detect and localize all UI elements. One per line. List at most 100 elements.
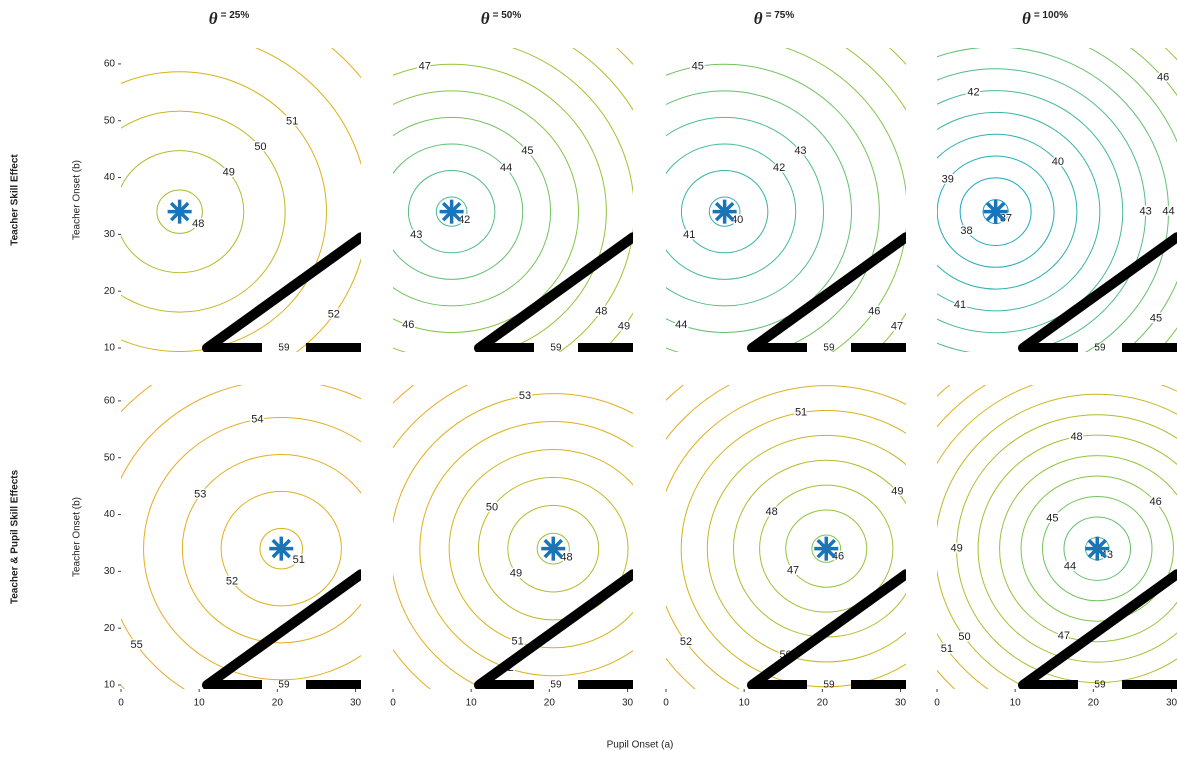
contour-line	[959, 177, 1032, 246]
contour-line	[1164, 48, 1177, 61]
contour-line	[811, 534, 842, 563]
y-axis-label: Teacher Onset (b)	[72, 497, 83, 577]
column-title-text: = 50%	[493, 10, 522, 21]
boundary-diagonal	[201, 232, 361, 352]
boundary-diagonal	[1017, 569, 1177, 689]
contour-label: 47	[1058, 630, 1070, 642]
row-label: Teacher & Pupil Skill Effects	[10, 469, 21, 604]
y-tick-label: 10	[104, 680, 116, 691]
x-tick-label: 10	[194, 698, 206, 709]
column-title-text: = 75%	[766, 10, 795, 21]
x-axis-label: Pupil Onset (a)	[607, 740, 674, 751]
optimum-marker	[814, 536, 839, 561]
optimum-marker	[983, 199, 1008, 224]
contour-line	[407, 169, 496, 254]
theta-symbol: θ	[754, 9, 763, 28]
contour-line	[448, 449, 633, 649]
contour-line	[143, 417, 361, 681]
contour-label: 49	[950, 543, 962, 555]
contour-label: 48	[192, 218, 204, 230]
contour-line	[1042, 495, 1153, 602]
contour-line	[393, 90, 579, 333]
contour-label: 46	[1157, 72, 1169, 84]
contour-line	[680, 169, 769, 254]
y-tick-label: 60	[104, 59, 116, 70]
y-tick-label: 30	[104, 566, 116, 577]
contour-label: 48	[595, 305, 607, 317]
y-tick-label: 20	[104, 623, 116, 634]
boundary-label: 59	[278, 343, 290, 354]
contour-line	[785, 509, 868, 588]
contour-label: 37	[1000, 212, 1012, 224]
x-tick-label: 30	[1166, 698, 1177, 709]
contour-line	[156, 189, 203, 234]
y-tick-label: 50	[104, 115, 116, 126]
boundary-diagonal	[746, 569, 906, 689]
y-tick-label: 60	[104, 396, 116, 407]
boundary-diagonal	[201, 569, 361, 689]
contour-label: 46	[1150, 496, 1162, 508]
optimum-marker	[1085, 536, 1110, 561]
contour-line	[507, 504, 600, 593]
x-tick-label: 0	[663, 698, 669, 709]
theta-symbol: θ	[209, 9, 218, 28]
contour-label: 51	[293, 554, 305, 566]
contour-line	[666, 385, 906, 689]
x-tick-label: 20	[544, 698, 556, 709]
contour-line	[220, 490, 342, 607]
contour-label: 47	[787, 565, 799, 577]
boundary-diagonal	[473, 232, 633, 352]
panel: 48495051525359	[393, 385, 633, 689]
contour-line	[937, 133, 1078, 290]
row-label: Teacher Skill Effect	[10, 154, 21, 246]
contour-label: 49	[891, 486, 903, 498]
column-title: θ = 50%	[481, 9, 522, 28]
contour-label: 51	[941, 643, 953, 655]
column-title: θ = 100%	[1022, 9, 1068, 28]
x-tick-label: 10	[739, 698, 751, 709]
y-axis-label: Teacher Onset (b)	[72, 160, 83, 240]
y-tick-label: 20	[104, 286, 116, 297]
contour-label: 40	[1052, 156, 1064, 168]
contour-label: 38	[960, 225, 972, 237]
y-tick-label: 40	[104, 509, 116, 520]
contour-line	[1063, 516, 1132, 581]
contour-line	[937, 111, 1101, 312]
x-tick-label: 20	[817, 698, 829, 709]
contour-label: 42	[458, 214, 470, 226]
contour-line	[121, 150, 245, 274]
contour-label: 49	[618, 321, 630, 333]
contour-label: 44	[1162, 206, 1174, 218]
contour-label: 40	[731, 214, 743, 226]
contour-label: 49	[510, 567, 522, 579]
column-title-text: = 25%	[221, 10, 250, 21]
panel: 4647484950515259	[666, 385, 906, 691]
contour-label: 42	[773, 162, 785, 174]
boundary-label: 59	[550, 343, 562, 354]
contour-label: 51	[286, 116, 298, 128]
x-tick-label: 30	[350, 698, 362, 709]
contour-line	[977, 434, 1177, 663]
contour-line	[393, 393, 633, 689]
contour-label: 46	[402, 319, 414, 331]
contour-label: 45	[1150, 313, 1162, 325]
contour-label: 45	[692, 60, 704, 72]
contour-label: 49	[223, 166, 235, 178]
theta-symbol: θ	[1022, 9, 1031, 28]
contour-label: 41	[683, 229, 695, 241]
boundary-diagonal	[473, 569, 633, 689]
contour-label: 46	[868, 305, 880, 317]
contour-line	[666, 63, 880, 352]
contour-label: 45	[521, 145, 533, 157]
contour-line	[1020, 475, 1174, 622]
contour-label: 39	[942, 174, 954, 186]
panel: 42 43 44 45 46 47 48 49 59	[393, 48, 633, 354]
panel: 51 52 53 54 55 59	[121, 385, 361, 691]
contour-label: 41	[954, 299, 966, 311]
boundary-label: 59	[823, 680, 835, 691]
contour-label: 43	[794, 145, 806, 157]
boundary-label: 59	[1094, 680, 1106, 691]
boundary-label: 59	[278, 680, 290, 691]
contour-line	[937, 48, 1169, 352]
contour-label: 43	[410, 229, 422, 241]
